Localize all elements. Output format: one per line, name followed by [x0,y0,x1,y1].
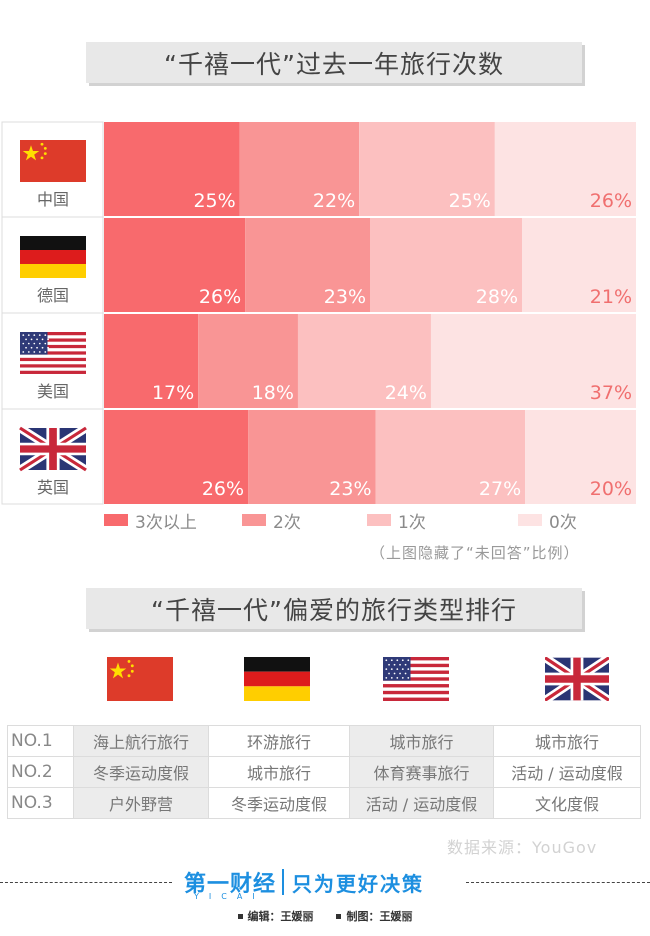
bar-segment [104,314,199,408]
bar-segment [522,218,636,312]
table-cell: 城市旅行 [349,725,494,757]
legend-swatch [242,514,266,526]
data-label: 25% [193,190,235,212]
editor-credit: 编辑：王媛丽 [247,910,314,923]
divider [466,882,650,883]
table-cell: 活动 / 运动度假 [349,787,494,819]
bar-segment [245,218,370,312]
category-label: 美国 [37,382,69,401]
legend-item: 3次以上 [104,508,197,533]
uk-flag-icon [545,657,609,701]
data-label: 26% [199,286,241,308]
usa-flag-icon [20,332,86,374]
data-label: 26% [202,478,244,500]
data-label: 20% [590,478,632,500]
data-label: 37% [590,382,632,404]
data-label: 21% [590,286,632,308]
legend-item: 0次 [518,508,577,533]
legend-label: 0次 [549,512,577,533]
bar-segment [525,410,636,504]
data-label: 27% [479,478,521,500]
data-label: 23% [329,478,371,500]
table-cell: 环游旅行 [208,725,350,757]
legend-item: 2次 [242,508,301,533]
bar-segment [104,218,246,312]
table-row: NO.2 冬季运动度假 城市旅行 体育赛事旅行 活动 / 运动度假 [7,756,641,788]
chart-note: （上图隐藏了“未回答”比例） [370,544,580,562]
table-cell: 活动 / 运动度假 [493,756,641,788]
data-source: 数据来源：YouGov [447,838,598,857]
table-cell: 城市旅行 [208,756,350,788]
bar-segment [198,314,298,408]
usa-flag-icon [383,657,449,701]
logo-subtext: YICAI [194,892,265,901]
category-label: 英国 [37,478,69,497]
data-label: 17% [152,382,194,404]
data-label: 24% [385,382,427,404]
table-cell: 海上航行旅行 [73,725,209,757]
data-label: 25% [449,190,491,212]
legend-label: 3次以上 [135,512,197,533]
ranking-table: NO.1 海上航行旅行 环游旅行 城市旅行 城市旅行 NO.2 冬季运动度假 城… [7,725,641,819]
data-label: 26% [590,190,632,212]
bar-segment [370,218,522,312]
germany-flag-icon [244,657,310,701]
legend-label: 2次 [273,512,301,533]
table-cell: 户外野营 [73,787,209,819]
bar-segment [104,122,240,216]
stacked-bar-chart: 中国 25% 22% 25% 26% 德国 26% 23% 28% 21% 美国 17% 18% 24% 3… [1,121,636,505]
rank-label: NO.3 [7,787,74,819]
table-cell: 冬季运动度假 [208,787,350,819]
logo-divider [282,869,285,895]
table-cell: 体育赛事旅行 [349,756,494,788]
table-row: NO.1 海上航行旅行 环游旅行 城市旅行 城市旅行 [7,725,641,757]
ranking-title: “千禧一代”偏爱的旅行类型排行 [86,588,582,629]
bar-segment [430,314,636,408]
credits: 编辑：王媛丽 制图：王媛丽 [0,908,650,924]
table-cell: 城市旅行 [493,725,641,757]
bullet-icon [237,914,243,919]
bar-segment [297,314,431,408]
china-flag-icon [20,140,86,182]
germany-flag-icon [20,236,86,278]
bar-segment [104,410,249,504]
bar-segment [248,410,376,504]
category-label: 德国 [37,286,69,305]
bar-segment [494,122,636,216]
chart-title: “千禧一代”过去一年旅行次数 [86,42,582,83]
data-label: 23% [324,286,366,308]
table-row: NO.3 户外野营 冬季运动度假 活动 / 运动度假 文化度假 [7,787,641,819]
legend-swatch [367,514,391,526]
legend-swatch [518,514,542,526]
bar-segment [375,410,526,504]
bar-segment [239,122,360,216]
rank-label: NO.1 [7,725,74,757]
data-label: 22% [313,190,355,212]
legend-swatch [104,514,128,526]
divider [0,882,172,883]
logo-text: 第一财经 [184,872,277,897]
legend-label: 1次 [398,512,426,533]
uk-flag-icon [17,424,89,474]
designer-credit: 制图：王媛丽 [346,910,413,923]
table-cell: 文化度假 [493,787,641,819]
bar-segment [359,122,495,216]
logo: 第一财经 YICAI 只为更好决策 [184,866,425,901]
data-label: 28% [476,286,518,308]
table-cell: 冬季运动度假 [73,756,209,788]
rank-label: NO.2 [7,756,74,788]
slogan: 只为更好决策 [292,871,425,896]
legend-item: 1次 [367,508,426,533]
category-label: 中国 [37,190,69,209]
data-label: 18% [252,382,294,404]
china-flag-icon [107,657,173,701]
bullet-icon [336,914,342,919]
